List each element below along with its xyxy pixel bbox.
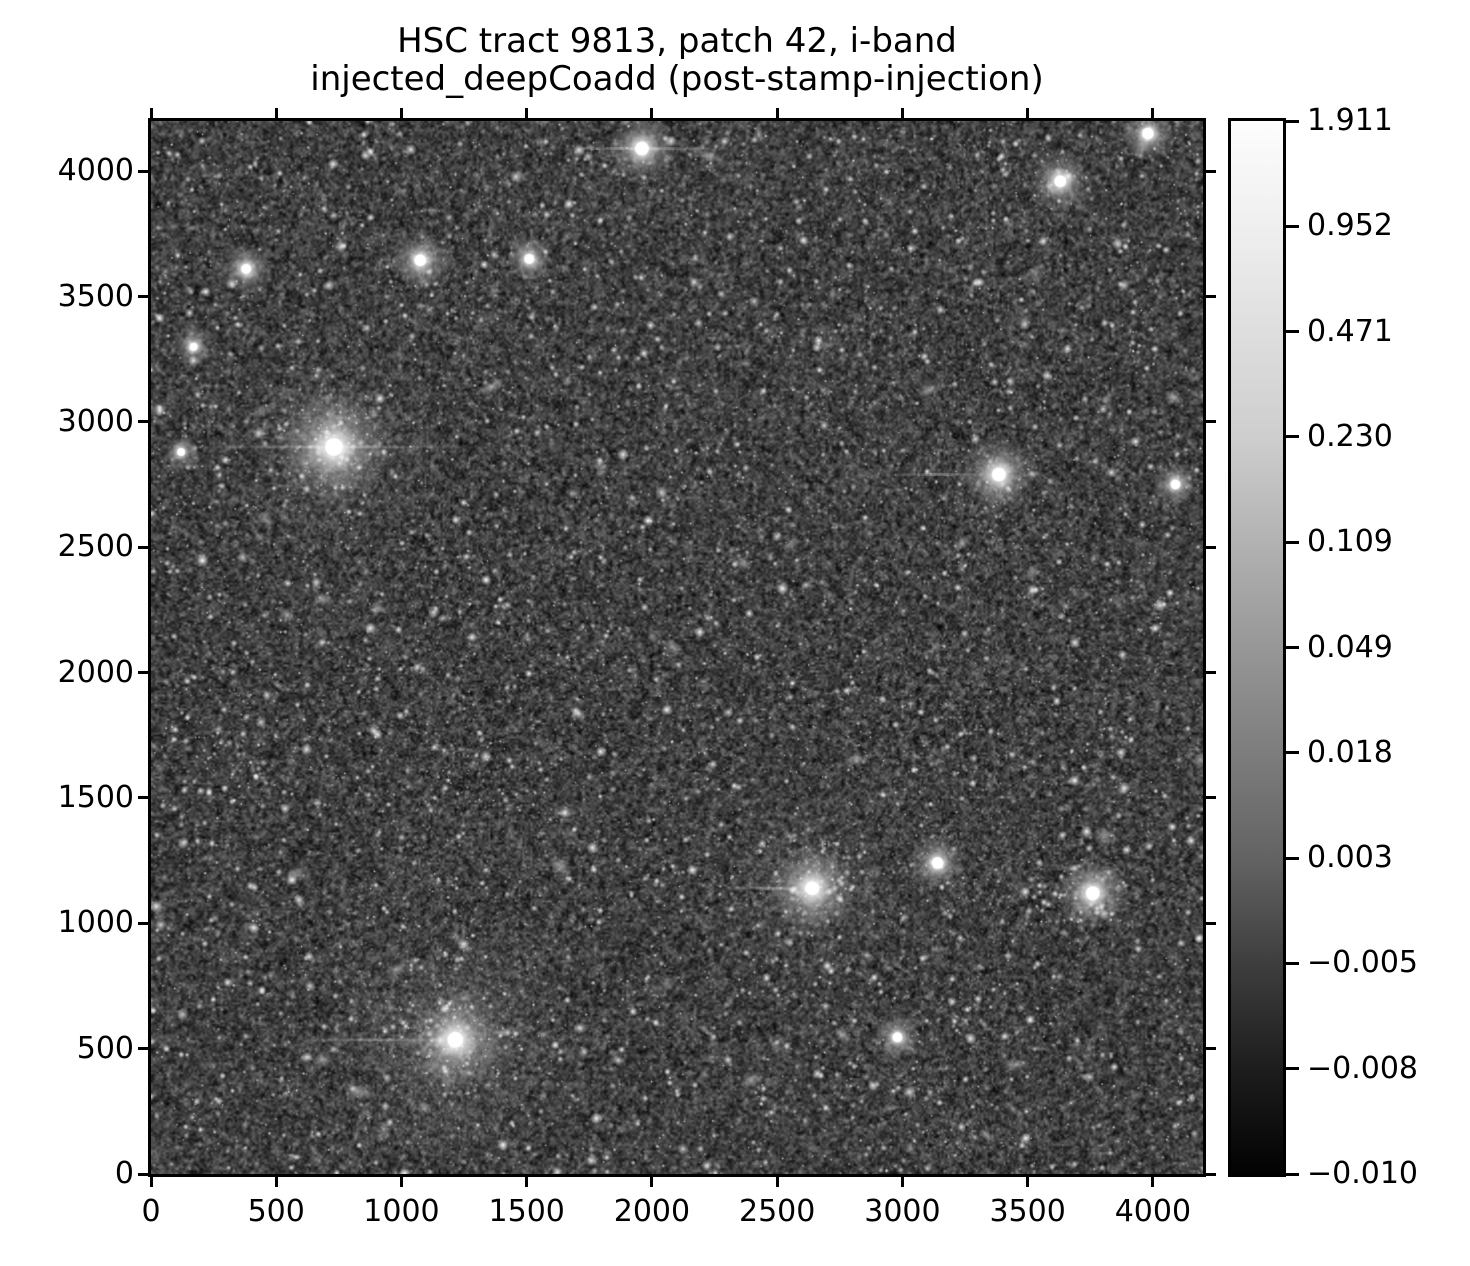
colorbar-tick	[1286, 540, 1299, 544]
colorbar-tick-label: −0.010	[1307, 1156, 1419, 1191]
x-tick-bottom	[775, 1174, 779, 1187]
x-tick-label: 3500	[989, 1194, 1066, 1229]
x-tick-top	[1026, 108, 1030, 121]
y-tick-label: 2500	[57, 529, 134, 565]
colorbar-tick	[1286, 435, 1299, 439]
x-tick-label: 2500	[739, 1194, 816, 1229]
y-tick-left	[138, 1172, 151, 1176]
y-tick-left	[138, 671, 151, 675]
y-tick-left	[138, 169, 151, 173]
x-tick-bottom	[274, 1174, 278, 1187]
x-tick-top	[149, 108, 153, 121]
y-tick-label: 1000	[57, 905, 134, 941]
colorbar-tick	[1286, 1172, 1299, 1176]
y-tick-left	[138, 420, 151, 424]
x-tick-bottom	[149, 1174, 153, 1187]
x-tick-top	[1151, 108, 1155, 121]
colorbar-tick	[1286, 224, 1299, 228]
x-tick-bottom	[900, 1174, 904, 1187]
x-tick-label: 2000	[613, 1194, 691, 1229]
x-tick-bottom	[399, 1174, 403, 1187]
x-tick-top	[399, 108, 403, 121]
x-tick-top	[650, 108, 654, 121]
colorbar-tick-label: 0.049	[1307, 629, 1393, 665]
colorbar-tick	[1286, 751, 1299, 755]
y-tick-right	[1203, 545, 1216, 549]
x-tick-bottom	[525, 1174, 529, 1187]
colorbar-tick-label: 0.018	[1307, 734, 1393, 770]
x-tick-bottom	[1151, 1174, 1155, 1187]
y-tick-label: 1500	[57, 779, 134, 815]
y-tick-right	[1203, 796, 1216, 800]
x-tick-label: 0	[141, 1194, 161, 1229]
colorbar-tick	[1286, 856, 1299, 860]
colorbar-tick	[1286, 646, 1299, 649]
y-tick-right	[1203, 420, 1216, 424]
colorbar-tick-label: −0.005	[1307, 945, 1419, 981]
y-tick-right	[1203, 671, 1216, 675]
y-tick-label: 3000	[57, 403, 134, 439]
colorbar-tick-label: 0.471	[1307, 313, 1393, 349]
x-tick-top	[525, 108, 529, 121]
x-tick-label: 1000	[363, 1194, 440, 1229]
colorbar-tick-label: 0.003	[1307, 840, 1393, 876]
colorbar-tick-label: 0.230	[1307, 418, 1393, 454]
y-tick-label: 3500	[57, 278, 134, 314]
y-tick-right	[1203, 169, 1216, 173]
y-tick-label: 0	[114, 1156, 134, 1191]
colorbar-tick-label: 1.911	[1307, 103, 1393, 138]
y-tick-left	[138, 1047, 151, 1051]
colorbar-tick	[1286, 1067, 1299, 1071]
y-tick-right	[1203, 295, 1216, 298]
y-tick-left	[138, 921, 151, 925]
colorbar-tick-label: −0.008	[1307, 1050, 1419, 1086]
colorbar	[1228, 118, 1286, 1177]
coadd-image-canvas	[151, 121, 1203, 1174]
plot-axes	[148, 118, 1206, 1177]
colorbar-tick	[1286, 961, 1299, 965]
colorbar-tick	[1286, 119, 1299, 123]
plot-title-line2: injected_deepCoadd (post-stamp-injection…	[310, 59, 1044, 99]
y-tick-label: 4000	[57, 153, 134, 189]
x-tick-bottom	[650, 1174, 654, 1187]
y-tick-left	[138, 545, 151, 549]
x-tick-label: 1500	[488, 1194, 565, 1229]
y-tick-left	[138, 295, 151, 298]
x-tick-label: 4000	[1114, 1194, 1192, 1229]
y-tick-right	[1203, 921, 1216, 925]
y-tick-right	[1203, 1047, 1216, 1051]
colorbar-tick	[1286, 330, 1299, 334]
y-tick-label: 2000	[57, 654, 134, 690]
colorbar-tick-label: 0.109	[1307, 524, 1393, 560]
y-tick-left	[138, 796, 151, 800]
plot-title-line1: HSC tract 9813, patch 42, i-band	[397, 21, 957, 61]
x-tick-bottom	[1026, 1174, 1030, 1187]
x-tick-top	[274, 108, 278, 121]
x-tick-top	[775, 108, 779, 121]
y-tick-label: 500	[76, 1030, 134, 1066]
colorbar-tick-label: 0.952	[1307, 208, 1393, 244]
x-tick-label: 500	[247, 1194, 305, 1229]
x-tick-label: 3000	[864, 1194, 941, 1229]
y-tick-right	[1203, 1172, 1216, 1176]
x-tick-top	[900, 108, 904, 121]
